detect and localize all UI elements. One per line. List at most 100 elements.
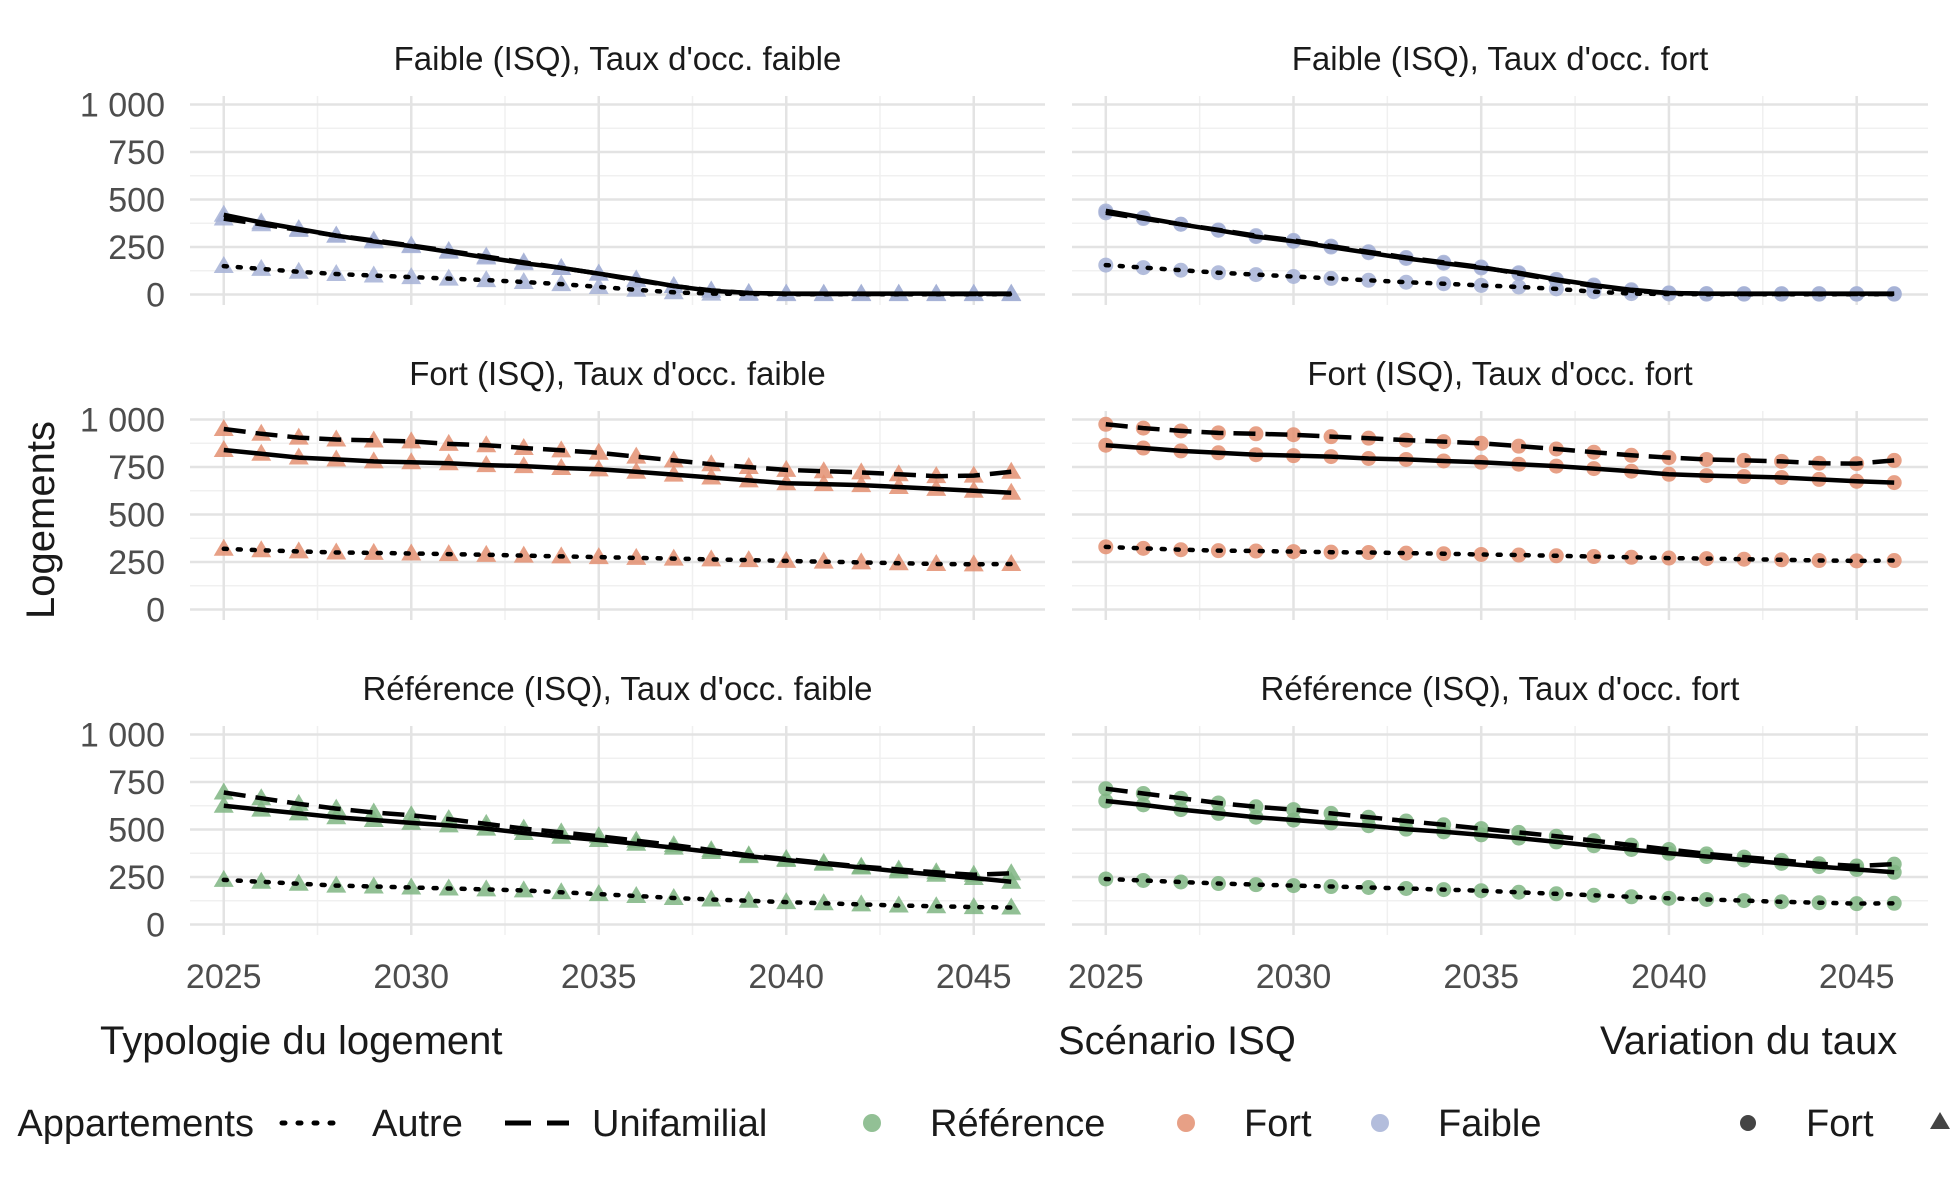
panel: Fort (ISQ), Taux d'occ. fort: [1072, 355, 1928, 620]
x-tick-label: 2035: [1443, 958, 1519, 996]
data-point-circle: [1135, 260, 1151, 276]
series-line-unifamilial: [1105, 210, 1895, 297]
legend-label: Autre: [372, 1103, 463, 1145]
data-point-triangle: [363, 802, 384, 820]
legend-label: Faible: [1438, 1103, 1542, 1145]
data-point-circle: [1398, 274, 1414, 290]
data-point-triangle: [813, 551, 834, 569]
data-point-circle: [1886, 856, 1902, 872]
data-point-circle: [1248, 877, 1264, 893]
data-point-circle: [1511, 438, 1527, 454]
data-point-triangle: [288, 541, 309, 559]
y-tick-label: 750: [108, 134, 165, 172]
data-point-triangle: [588, 276, 609, 294]
series-line-unifamilial: [223, 790, 1012, 878]
legend-title: Typologie du logement: [100, 1019, 503, 1063]
series-line-unifamilial: [223, 426, 1012, 479]
data-point-triangle: [963, 554, 984, 572]
data-point-circle: [1361, 880, 1377, 895]
panel: Faible (ISQ), Taux d'occ. fort: [1072, 40, 1928, 305]
data-point-triangle: [401, 267, 422, 285]
series-line-appartements: [223, 447, 1012, 495]
data-point-circle: [1398, 880, 1414, 896]
y-tick-label: 1 000: [80, 717, 165, 755]
data-point-triangle: [213, 419, 234, 437]
y-tick-label: 250: [108, 229, 165, 267]
data-point-triangle: [288, 873, 309, 891]
y-tick-label: 250: [108, 544, 165, 582]
data-point-triangle: [738, 550, 759, 568]
data-point-triangle: [476, 879, 497, 897]
panel-title: Fort (ISQ), Taux d'occ. faible: [409, 355, 826, 392]
data-point-triangle: [701, 549, 722, 567]
data-point-triangle: [213, 782, 234, 800]
y-tick-label: 0: [146, 592, 165, 630]
legend-key-color: [863, 1114, 881, 1132]
y-tick-label: 0: [146, 277, 165, 315]
data-point-circle: [1098, 793, 1114, 809]
data-point-triangle: [588, 547, 609, 565]
data-point-triangle: [288, 261, 309, 279]
data-point-triangle: [963, 897, 984, 915]
data-point-triangle: [626, 279, 647, 297]
panel-title: Faible (ISQ), Taux d'occ. faible: [394, 40, 842, 77]
data-point-triangle: [251, 871, 272, 889]
legend-key-circle: [1740, 1115, 1756, 1131]
series-line-appartements: [1105, 798, 1895, 875]
legend: Typologie du logement Scénario ISQ Variati…: [17, 1019, 1950, 1145]
series-line-unifamilial: [223, 216, 1012, 297]
data-point-circle: [1886, 452, 1902, 468]
series-line-unifamilial: [1105, 422, 1895, 466]
data-point-circle: [1361, 545, 1377, 561]
legend-key-color: [1177, 1114, 1195, 1132]
y-tick-label: 750: [108, 449, 165, 487]
data-point-triangle: [476, 270, 497, 288]
x-tick-label: 2040: [1631, 958, 1707, 996]
data-point-circle: [1473, 546, 1489, 562]
data-point-triangle: [363, 430, 384, 448]
data-point-circle: [1286, 878, 1302, 894]
data-point-circle: [1736, 893, 1752, 909]
data-point-circle: [1473, 435, 1489, 451]
legend-key-color: [1371, 1114, 1389, 1132]
series-line-autre: [221, 877, 1014, 910]
data-point-circle: [1361, 272, 1377, 288]
data-point-triangle: [401, 431, 422, 449]
y-tick-label: 0: [146, 907, 165, 945]
data-point-circle: [1135, 872, 1151, 888]
data-point-circle: [1248, 426, 1264, 442]
y-tick-label: 250: [108, 859, 165, 897]
x-tick-label: 2040: [748, 958, 824, 996]
data-point-triangle: [401, 543, 422, 561]
legend-label: Unifamilial: [592, 1103, 767, 1145]
data-point-triangle: [251, 540, 272, 558]
legend-title: Scénario ISQ: [1058, 1019, 1296, 1063]
data-point-circle: [1286, 544, 1302, 560]
series-line-autre: [1103, 876, 1897, 906]
panel-title: Faible (ISQ), Taux d'occ. fort: [1292, 40, 1709, 77]
data-point-triangle: [588, 442, 609, 460]
legend-label: Appartements: [17, 1103, 254, 1145]
data-point-circle: [1698, 451, 1714, 467]
series-line-autre: [1103, 262, 1897, 297]
data-point-circle: [1736, 452, 1752, 468]
series-line-autre: [1103, 544, 1897, 564]
x-tick-label: 2045: [936, 958, 1012, 996]
x-tick-label: 2025: [186, 958, 262, 996]
x-tick-label: 2045: [1819, 958, 1895, 996]
data-point-triangle: [513, 272, 534, 290]
legend-title: Variation du taux: [1600, 1019, 1897, 1063]
series-line-unifamilial: [1105, 786, 1895, 869]
data-point-triangle: [363, 542, 384, 560]
data-point-triangle: [251, 258, 272, 276]
x-tick-label: 2030: [1256, 958, 1332, 996]
data-point-circle: [1849, 553, 1865, 569]
data-point-circle: [1398, 545, 1414, 561]
panel: Fort (ISQ), Taux d'occ. faible 0 250 500 750…: [80, 355, 1045, 630]
data-point-circle: [1098, 437, 1114, 453]
series-line-autre: [221, 546, 1014, 567]
y-tick-label: 1 000: [80, 87, 165, 125]
y-tick-label: 750: [108, 764, 165, 802]
data-point-circle: [1248, 543, 1264, 559]
